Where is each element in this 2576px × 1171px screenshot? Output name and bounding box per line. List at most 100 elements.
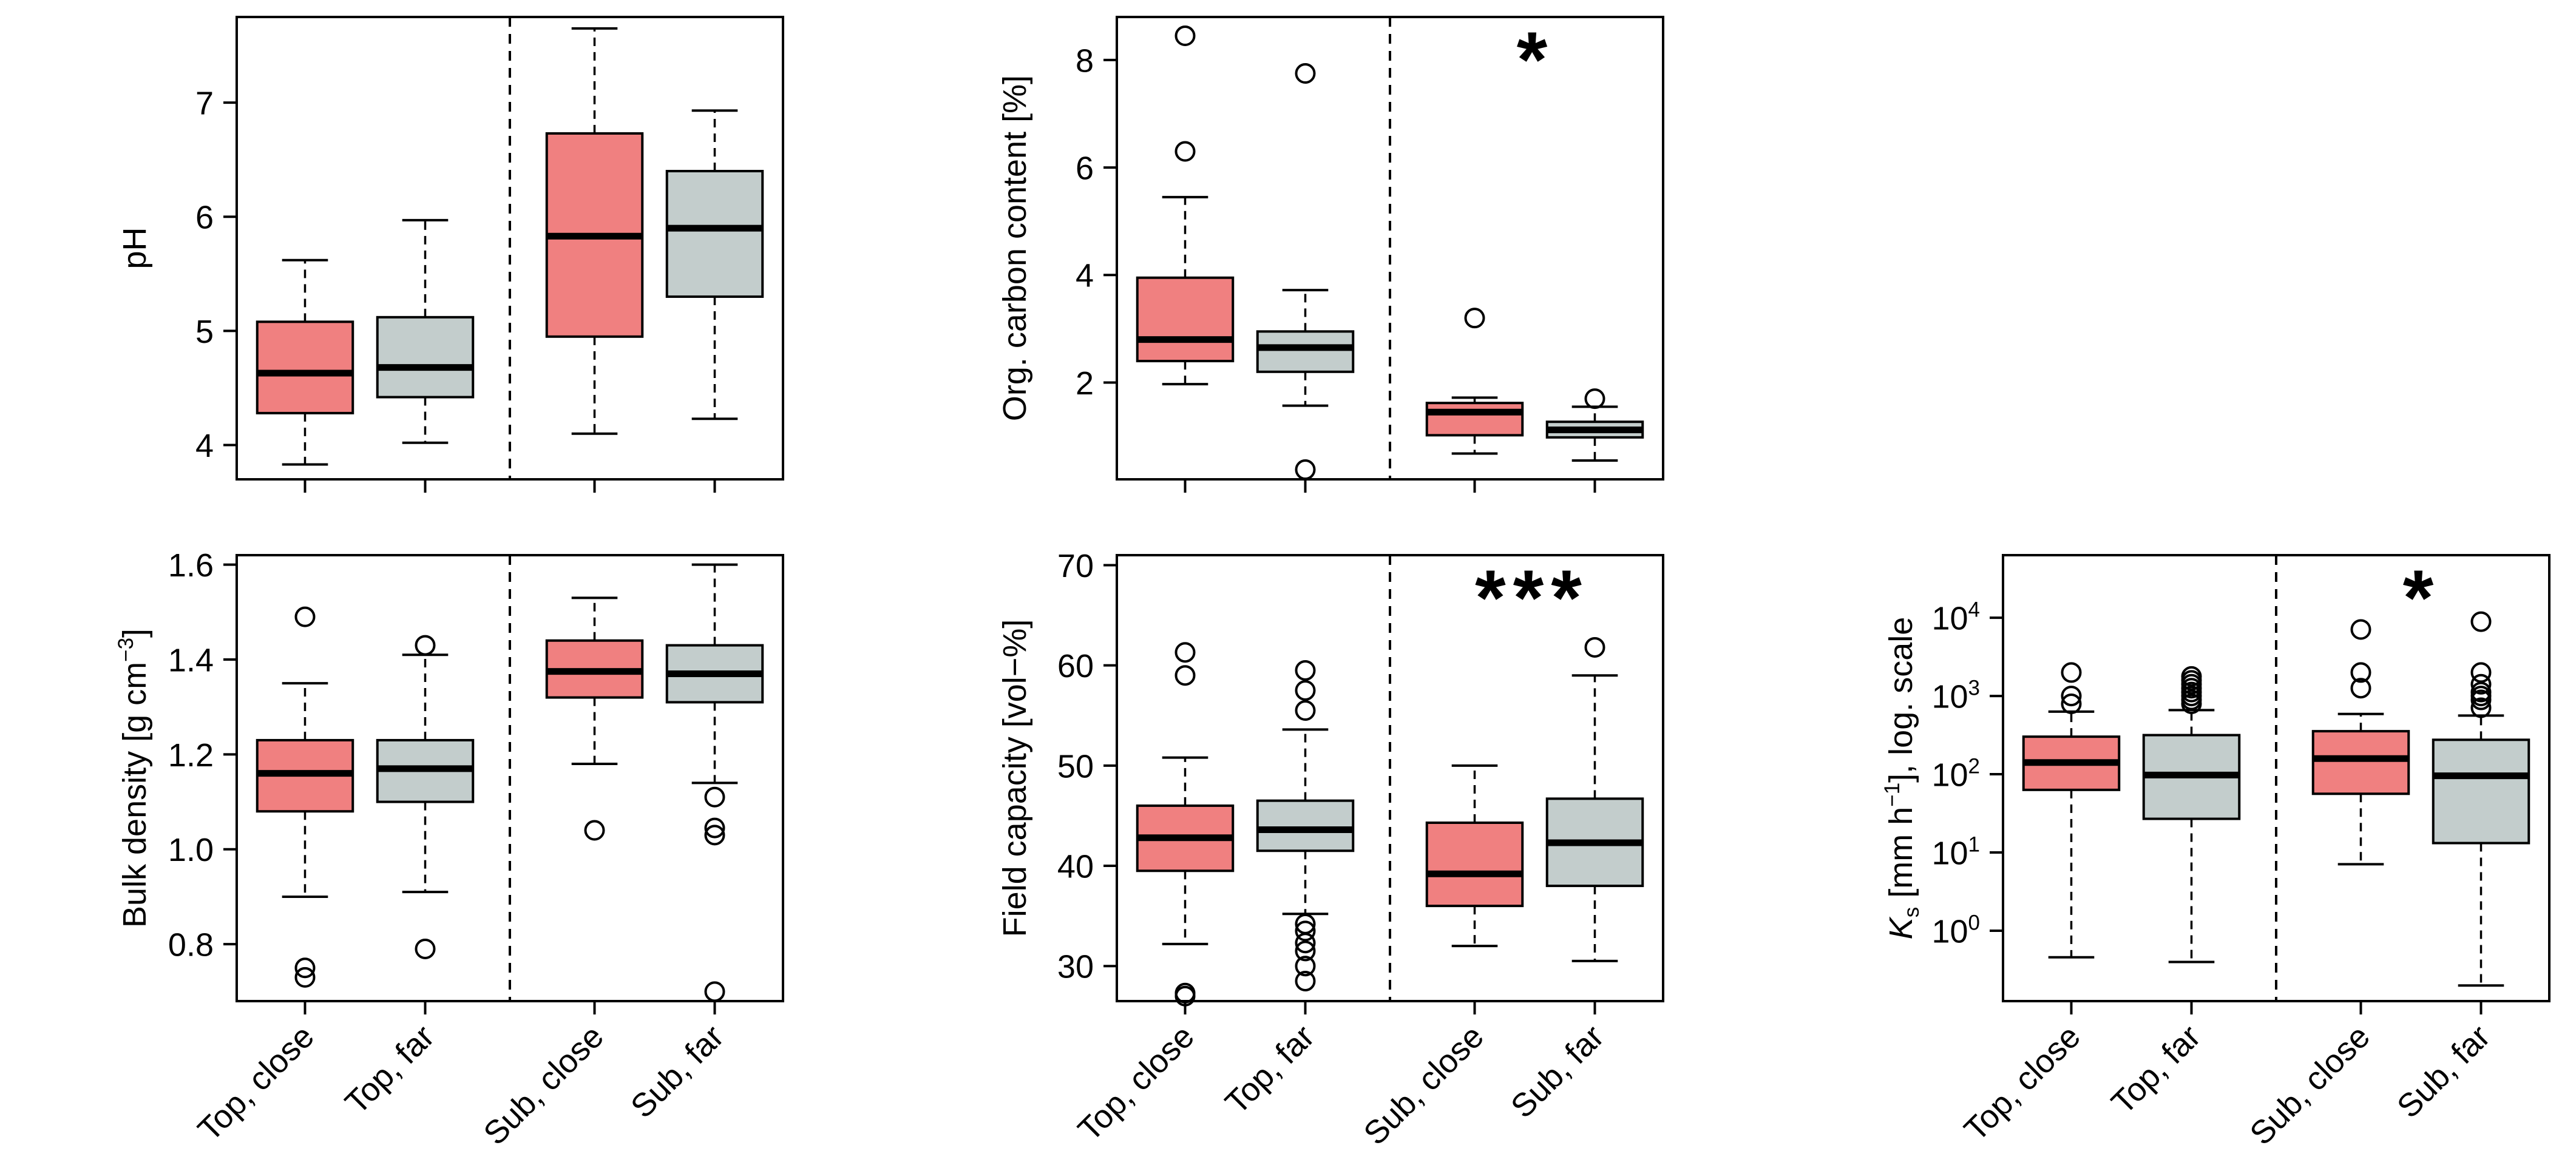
label-text: 6 <box>1076 150 1094 187</box>
label-text: 8 <box>1076 42 1094 79</box>
label-superscript: 0 <box>1968 911 1980 934</box>
box-sub-far <box>2432 611 2530 987</box>
outlier-point <box>2350 678 2371 699</box>
iqr-box <box>376 316 475 399</box>
y-tick-label: 1.0 <box>168 832 214 868</box>
box-top-close <box>256 606 354 988</box>
label-text: 1.0 <box>168 832 214 868</box>
outlier-point <box>2470 673 2492 695</box>
label-text: 1.6 <box>168 547 214 584</box>
label-superscript: 3 <box>1968 677 1980 700</box>
box-top-close <box>256 258 354 466</box>
outlier-point <box>704 817 725 839</box>
box-top-far <box>1256 63 1355 481</box>
y-tick-label: 100 <box>1931 911 1980 950</box>
iqr-box <box>2432 738 2530 845</box>
label-text: 1.4 <box>168 642 214 678</box>
label-text: [mm h <box>1883 807 1919 898</box>
outlier-point <box>1295 660 1316 681</box>
iqr-box <box>665 170 764 298</box>
y-tick-label: 102 <box>1931 754 1980 793</box>
iqr-box <box>1256 799 1355 852</box>
iqr-box <box>1425 402 1524 437</box>
y-axis-label: Bulk density [g cm−3] <box>114 629 153 928</box>
outlier-point <box>2350 619 2371 640</box>
label-text: 40 <box>1057 848 1094 885</box>
label-text: 10 <box>1931 913 1968 950</box>
box-sub-far <box>1545 636 1644 962</box>
y-tick-label: 60 <box>1057 648 1094 684</box>
box-top-close <box>1136 642 1235 1007</box>
label-text: 2 <box>1076 365 1094 402</box>
box-top-far <box>376 218 475 444</box>
box-sub-far <box>665 109 764 420</box>
label-text: 50 <box>1057 748 1094 785</box>
y-tick-label: 1.6 <box>168 547 214 584</box>
iqr-box <box>2311 730 2410 795</box>
y-tick-label: 7 <box>195 86 214 122</box>
y-tick-label: 103 <box>1931 677 1980 715</box>
label-superscript: 4 <box>1968 598 1980 622</box>
label-text: Org. carbon content [%] <box>997 75 1033 421</box>
y-tick-label: 8 <box>1076 42 1094 79</box>
label-text: 5 <box>195 314 214 350</box>
significance-marker: *** <box>1475 553 1589 642</box>
y-axis-label: Org. carbon content [%] <box>997 75 1033 421</box>
y-axis-label: Ks [mm h−1], log. scale <box>1880 617 1924 940</box>
label-text: ], log. scale <box>1883 617 1919 783</box>
plot-frame <box>1116 16 1664 481</box>
box-top-far <box>1256 660 1355 991</box>
y-axis-label: Field capacity [vol−%] <box>997 619 1033 937</box>
y-tick-label: 2 <box>1076 365 1094 402</box>
iqr-box <box>1136 276 1235 363</box>
label-superscript: 1 <box>1968 832 1980 856</box>
y-axis-label: pH <box>117 227 153 269</box>
y-tick-label: 5 <box>195 314 214 350</box>
iqr-box <box>1425 822 1524 908</box>
outlier-point <box>1174 665 1196 686</box>
panel-ph: 4 5 6 7 pH <box>117 16 784 493</box>
label-text: 7 <box>195 86 214 122</box>
outlier-point <box>2470 681 2492 703</box>
plot-frame <box>236 16 784 481</box>
y-tick-label: 4 <box>195 428 214 464</box>
box-sub-close <box>1425 764 1524 948</box>
box-sub-far <box>665 563 764 1002</box>
label-text <box>1883 898 1919 907</box>
label-text: 1.2 <box>168 737 214 774</box>
outlier-point <box>415 938 436 959</box>
box-sub-close <box>545 27 644 435</box>
outlier-point <box>1584 636 1605 658</box>
label-text: 70 <box>1057 548 1094 584</box>
label-superscript: −1 <box>1880 783 1904 807</box>
y-tick-label: 40 <box>1057 848 1094 885</box>
outlier-point <box>294 957 316 979</box>
label-text: 6 <box>195 200 214 236</box>
outlier-point <box>415 635 436 656</box>
label-text: 10 <box>1931 601 1968 637</box>
label-text: 4 <box>195 428 214 464</box>
outlier-point <box>2470 611 2492 632</box>
iqr-box <box>1256 330 1355 373</box>
outlier-point <box>294 606 316 627</box>
y-tick-label: 104 <box>1931 598 1980 637</box>
outlier-point <box>1295 940 1316 962</box>
outlier-point <box>1174 141 1196 162</box>
label-text: 30 <box>1057 949 1094 985</box>
box-top-close <box>1136 25 1235 386</box>
outlier-point <box>2061 686 2082 707</box>
y-tick-label: 101 <box>1931 832 1980 871</box>
box-sub-close <box>2311 619 2410 866</box>
outlier-point <box>1174 25 1196 47</box>
outlier-point <box>1464 308 1485 329</box>
plot-frame <box>236 554 784 1002</box>
plot-frame <box>1116 554 1664 1002</box>
outlier-point <box>1295 63 1316 84</box>
outlier-point <box>704 825 725 846</box>
box-sub-close <box>1425 308 1524 455</box>
outlier-point <box>1295 956 1316 977</box>
box-sub-close <box>545 596 644 841</box>
label-text: 0.8 <box>168 927 214 963</box>
outlier-point <box>1295 913 1316 934</box>
